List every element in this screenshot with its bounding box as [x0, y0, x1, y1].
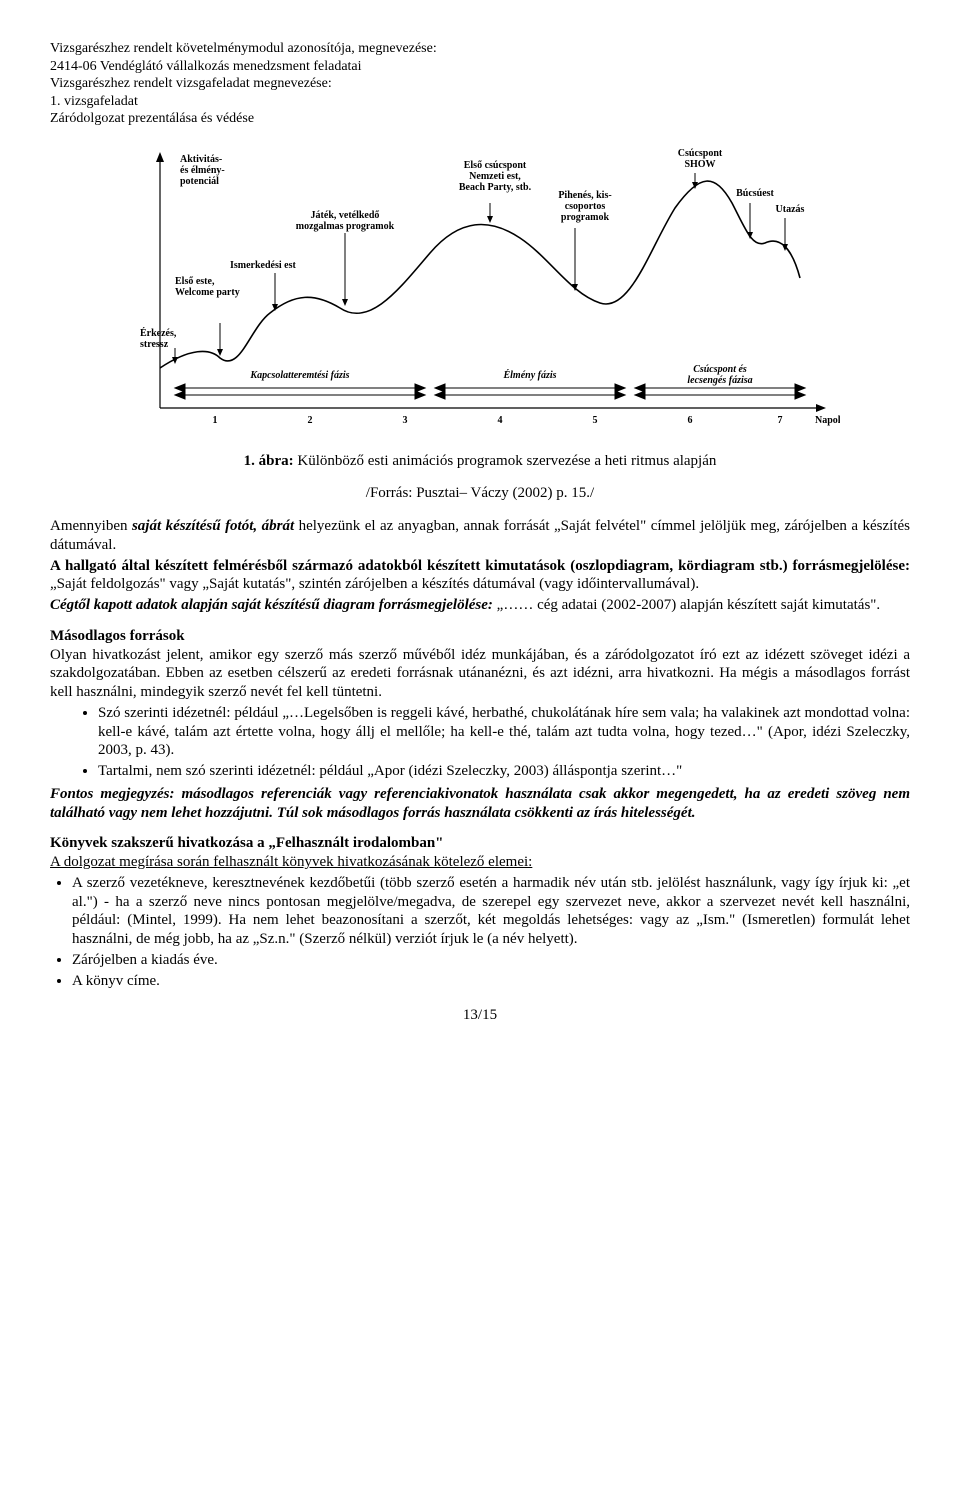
list-item: A könyv címe.	[72, 972, 910, 991]
lbl-csucspont: CsúcspontSHOW	[665, 148, 735, 170]
list-item: Zárójelben a kiadás éve.	[72, 951, 910, 970]
header-line-4: 1. vizsgafeladat	[50, 93, 910, 111]
paragraph-masodlagos: Olyan hivatkozást jelent, amikor egy sze…	[50, 646, 910, 702]
svg-text:Napok: Napok	[815, 415, 840, 426]
header-line-2: 2414-06 Vendéglátó vállalkozás menedzsme…	[50, 58, 910, 76]
svg-text:1: 1	[213, 415, 218, 426]
list-item: Tartalmi, nem szó szerinti idézetnél: pé…	[98, 762, 910, 781]
heading-konyvek: Könyvek szakszerű hivatkozása a „Felhasz…	[50, 834, 910, 853]
svg-text:4: 4	[498, 415, 503, 426]
paragraph-ceg: Cégtől kapott adatok alapján saját készí…	[50, 596, 910, 615]
lbl-aktivitas: Aktivitás-és élmény-potenciál	[180, 154, 250, 187]
lbl-kapcsolat: Kapcsolatteremtési fázis	[220, 370, 380, 381]
svg-text:3: 3	[403, 415, 408, 426]
heading-masodlagos: Másodlagos források	[50, 627, 910, 646]
page-number: 13/15	[50, 1006, 910, 1025]
program-rhythm-diagram: 1 2 3 4 5 6 7 Napok Aktivitás-és élmény-…	[120, 148, 840, 448]
intro-konyvek: A dolgozat megírása során felhasznált kö…	[50, 853, 910, 872]
figure-source: /Forrás: Pusztai– Váczy (2002) p. 15./	[50, 484, 910, 503]
caption-bold: 1. ábra:	[244, 453, 294, 469]
paragraph-felmeres: A hallgató által készített felmérésből s…	[50, 557, 910, 595]
header-line-5: Záródolgozat prezentálása és védése	[50, 110, 910, 128]
svg-text:2: 2	[308, 415, 313, 426]
lbl-bucsuest: Búcsúest	[725, 188, 785, 199]
svg-text:6: 6	[688, 415, 693, 426]
caption-rest: Különböző esti animációs programok szerv…	[294, 453, 717, 469]
list-item: Szó szerinti idézetnél: például „…Legels…	[98, 704, 910, 760]
lbl-csucspont-lecs: Csúcspont éslecsengés fázisa	[660, 364, 780, 386]
note-masodlagos: Fontos megjegyzés: másodlagos referenciá…	[50, 785, 910, 823]
list-konyvek: A szerző vezetékneve, keresztnevének kez…	[50, 874, 910, 991]
header-line-3: Vizsgarészhez rendelt vizsgafeladat megn…	[50, 75, 910, 93]
lbl-elso-csucspont: Első csúcspontNemzeti est,Beach Party, s…	[440, 160, 550, 193]
svg-text:5: 5	[593, 415, 598, 426]
lbl-elmeny: Élmény fázis	[470, 370, 590, 381]
lbl-jatek: Játék, vetélkedőmozgalmas programok	[280, 210, 410, 232]
list-item: A szerző vezetékneve, keresztnevének kez…	[72, 874, 910, 949]
page-header: Vizsgarészhez rendelt követelménymodul a…	[50, 40, 910, 128]
list-masodlagos: Szó szerinti idézetnél: például „…Legels…	[50, 704, 910, 781]
lbl-erkezes: Érkezés,stressz	[140, 328, 210, 350]
svg-text:7: 7	[778, 415, 783, 426]
lbl-utazas: Utazás	[765, 204, 815, 215]
paragraph-sajat-foto: Amennyiben saját készítésű fotót, ábrát …	[50, 517, 910, 555]
header-line-1: Vizsgarészhez rendelt követelménymodul a…	[50, 40, 910, 58]
lbl-ismerkedesi: Ismerkedési est	[230, 260, 330, 271]
lbl-pihenes: Pihenés, kis-csoportosprogramok	[540, 190, 630, 223]
lbl-elso-este: Első este,Welcome party	[175, 276, 275, 298]
figure-caption: 1. ábra: Különböző esti animációs progra…	[50, 452, 910, 471]
